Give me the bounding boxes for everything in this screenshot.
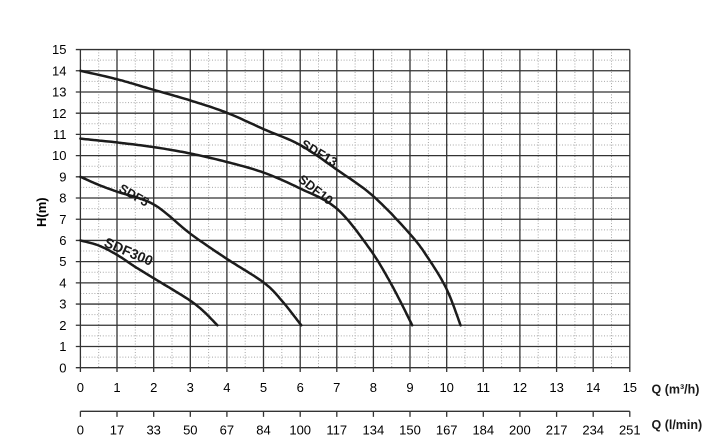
svg-text:H(m): H(m) [34,197,49,227]
svg-text:7: 7 [333,380,340,395]
svg-text:0: 0 [59,360,66,375]
svg-text:234: 234 [582,423,604,438]
svg-text:84: 84 [256,423,270,438]
svg-text:4: 4 [223,380,230,395]
svg-text:150: 150 [399,423,421,438]
svg-text:1: 1 [113,380,120,395]
svg-text:100: 100 [289,423,311,438]
svg-text:Q (l/min): Q (l/min) [652,418,703,432]
svg-text:1: 1 [59,339,66,354]
svg-text:6: 6 [59,233,66,248]
svg-text:13: 13 [549,380,563,395]
svg-text:15: 15 [623,380,637,395]
svg-text:10: 10 [439,380,453,395]
svg-text:9: 9 [59,169,66,184]
svg-text:50: 50 [183,423,197,438]
svg-text:200: 200 [509,423,531,438]
svg-text:12: 12 [513,380,527,395]
svg-text:11: 11 [53,127,67,142]
svg-text:251: 251 [619,423,641,438]
svg-text:67: 67 [220,423,234,438]
svg-text:3: 3 [59,297,66,312]
svg-text:4: 4 [59,276,66,291]
svg-text:Q (m³/h): Q (m³/h) [652,383,700,397]
svg-text:134: 134 [363,423,385,438]
svg-text:33: 33 [146,423,160,438]
svg-text:8: 8 [370,380,377,395]
svg-text:12: 12 [52,106,66,121]
svg-text:2: 2 [59,318,66,333]
svg-text:10: 10 [52,148,66,163]
svg-text:6: 6 [297,380,304,395]
svg-text:14: 14 [586,380,600,395]
svg-text:14: 14 [52,63,66,78]
svg-text:5: 5 [59,254,66,269]
svg-text:184: 184 [472,423,494,438]
svg-text:13: 13 [52,85,66,100]
svg-text:217: 217 [546,423,568,438]
svg-text:9: 9 [406,380,413,395]
svg-text:0: 0 [77,380,84,395]
svg-text:17: 17 [110,423,124,438]
svg-text:15: 15 [52,42,66,57]
svg-text:8: 8 [59,191,66,206]
svg-text:5: 5 [260,380,267,395]
svg-text:0: 0 [77,423,84,438]
svg-text:11: 11 [477,380,491,395]
svg-text:167: 167 [436,423,458,438]
svg-text:7: 7 [59,212,66,227]
svg-text:3: 3 [187,380,194,395]
svg-text:2: 2 [150,380,157,395]
svg-text:117: 117 [326,423,347,438]
